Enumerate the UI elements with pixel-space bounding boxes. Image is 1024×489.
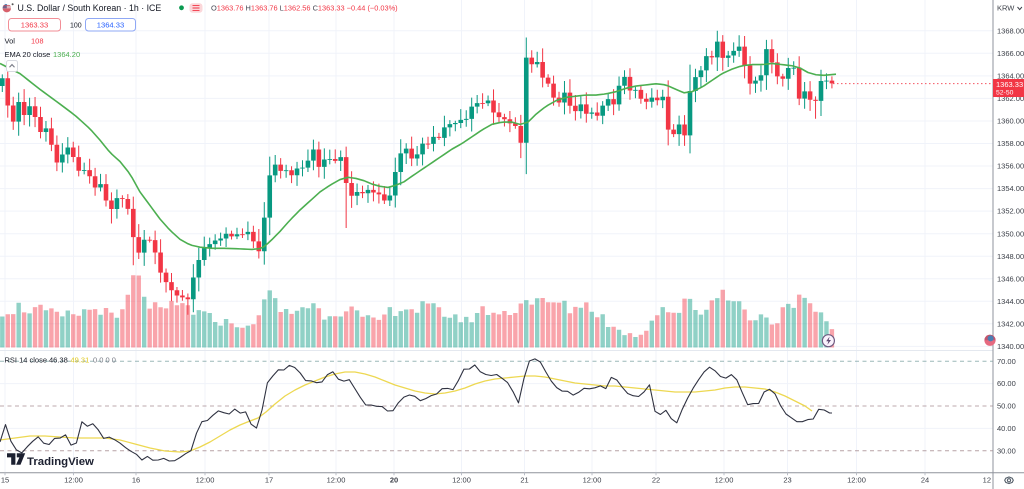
svg-text:17: 17 xyxy=(265,476,273,485)
svg-text:1364.33: 1364.33 xyxy=(97,21,124,30)
svg-text:1368.00: 1368.00 xyxy=(997,26,1024,35)
svg-text:12:00: 12:00 xyxy=(847,476,866,485)
svg-text:1360.00: 1360.00 xyxy=(997,117,1024,126)
svg-text:1363.33: 1363.33 xyxy=(996,80,1023,89)
svg-text:16: 16 xyxy=(132,476,140,485)
svg-text:1346.00: 1346.00 xyxy=(997,274,1024,283)
svg-text:EMA 20 close: EMA 20 close xyxy=(5,50,51,59)
svg-text:1354.00: 1354.00 xyxy=(997,184,1024,193)
svg-text:23: 23 xyxy=(783,476,791,485)
svg-text:60.00: 60.00 xyxy=(997,379,1016,388)
svg-text:TradingView: TradingView xyxy=(27,456,94,468)
svg-text:0 0 0 0: 0 0 0 0 xyxy=(93,355,116,364)
svg-text:12:00: 12:00 xyxy=(715,476,734,485)
svg-text:20: 20 xyxy=(390,476,398,485)
svg-text:50.00: 50.00 xyxy=(997,402,1016,411)
svg-text:22: 22 xyxy=(652,476,660,485)
svg-text:1366.00: 1366.00 xyxy=(997,49,1024,58)
svg-text:KRW: KRW xyxy=(997,4,1015,13)
svg-text:12:00: 12:00 xyxy=(452,476,471,485)
svg-text:100: 100 xyxy=(70,23,82,30)
svg-text:1358.00: 1358.00 xyxy=(997,139,1024,148)
svg-text:52-50: 52-50 xyxy=(996,90,1014,97)
svg-text:1350.00: 1350.00 xyxy=(997,229,1024,238)
svg-text:70.00: 70.00 xyxy=(997,357,1016,366)
svg-text:40.00: 40.00 xyxy=(997,424,1016,433)
svg-text:1340.00: 1340.00 xyxy=(997,342,1024,351)
svg-text:1364.20: 1364.20 xyxy=(53,50,80,59)
svg-text:1342.00: 1342.00 xyxy=(997,319,1024,328)
svg-text:30.00: 30.00 xyxy=(997,446,1016,455)
svg-text:RSI 14 close: RSI 14 close xyxy=(5,355,48,364)
svg-text:15: 15 xyxy=(1,476,9,485)
svg-text:O1363.76 H1363.76 L1362.56 C13: O1363.76 H1363.76 L1362.56 C1363.33 −0.4… xyxy=(211,4,398,13)
svg-text:21: 21 xyxy=(520,476,528,485)
svg-text:1352.00: 1352.00 xyxy=(997,207,1024,216)
svg-text:1348.00: 1348.00 xyxy=(997,252,1024,261)
svg-text:12:00: 12:00 xyxy=(64,476,83,485)
svg-text:12:00: 12:00 xyxy=(196,476,215,485)
svg-text:1363.33: 1363.33 xyxy=(21,21,48,30)
svg-text:12:00: 12:00 xyxy=(583,476,602,485)
svg-text:24: 24 xyxy=(921,476,929,485)
svg-text:46.38: 46.38 xyxy=(49,355,68,364)
svg-text:1364.00: 1364.00 xyxy=(997,72,1024,81)
svg-text:108: 108 xyxy=(31,37,44,46)
svg-text:Vol: Vol xyxy=(5,37,16,46)
svg-text:12: 12 xyxy=(983,476,991,485)
svg-text:49.31: 49.31 xyxy=(71,355,90,364)
svg-text:1344.00: 1344.00 xyxy=(997,297,1024,306)
svg-text:1356.00: 1356.00 xyxy=(997,162,1024,171)
svg-text:U.S. Dollar / South Korean · 1: U.S. Dollar / South Korean · 1h · ICE xyxy=(18,3,162,13)
svg-text:12:00: 12:00 xyxy=(327,476,346,485)
svg-text:1362.00: 1362.00 xyxy=(997,94,1024,103)
